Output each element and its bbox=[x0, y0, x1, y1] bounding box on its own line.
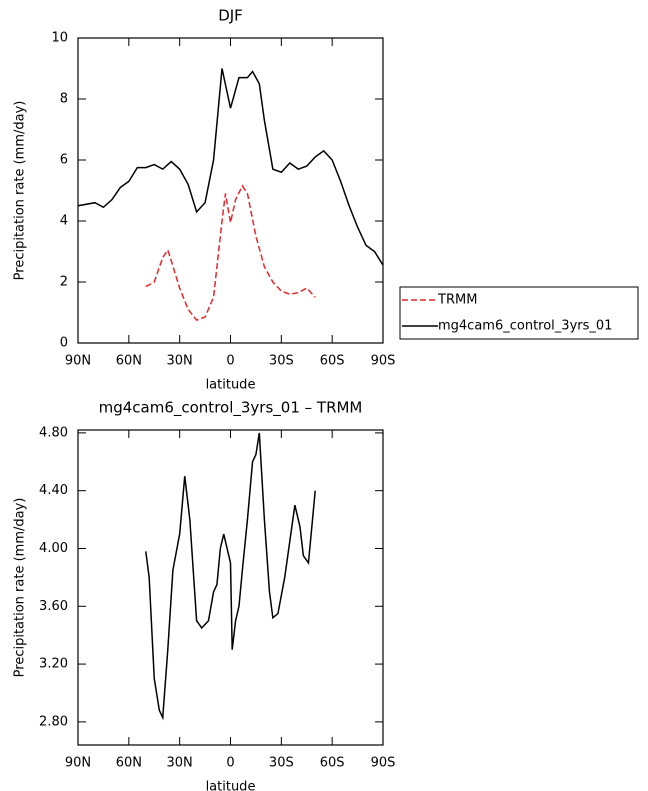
x-tick-label: 90S bbox=[371, 756, 396, 771]
x-tick-label: 60S bbox=[320, 354, 345, 369]
x-tick-label: 60S bbox=[320, 756, 345, 771]
y-tick-label: 10 bbox=[51, 31, 68, 46]
y-tick-label: 3.60 bbox=[39, 599, 68, 614]
data-line bbox=[77, 68, 384, 266]
y-tick-label: 4 bbox=[60, 214, 68, 229]
y-tick-label: 2.80 bbox=[39, 714, 68, 729]
x-tick-label: 90S bbox=[371, 354, 396, 369]
y-tick-label: 8 bbox=[60, 92, 68, 107]
plot-frame bbox=[77, 37, 384, 344]
x-tick-label: 90N bbox=[65, 756, 91, 771]
y-tick-label: 3.20 bbox=[39, 657, 68, 672]
x-tick-label: 30S bbox=[269, 756, 294, 771]
y-tick-label: 4.00 bbox=[39, 541, 68, 556]
x-tick-label: 30N bbox=[167, 354, 193, 369]
y-tick-label: 4.80 bbox=[39, 425, 68, 440]
x-tick-label: 90N bbox=[65, 354, 91, 369]
data-line bbox=[145, 184, 316, 322]
chart-title: DJF bbox=[218, 7, 243, 25]
x-tick-label: 0 bbox=[226, 354, 234, 369]
x-tick-label: 30S bbox=[269, 354, 294, 369]
y-tick-label: 4.40 bbox=[39, 483, 68, 498]
y-tick-label: 0 bbox=[60, 336, 68, 351]
legend-box bbox=[399, 286, 639, 340]
x-tick-label: 30N bbox=[167, 756, 193, 771]
x-axis-label: latitude bbox=[206, 780, 256, 791]
y-tick-label: 6 bbox=[60, 153, 68, 168]
chart-title: mg4cam6_control_3yrs_01 – TRMM bbox=[99, 399, 363, 418]
y-axis-label: Precipitation rate (mm/day) bbox=[13, 498, 28, 678]
y-axis-label: Precipitation rate (mm/day) bbox=[13, 101, 28, 281]
x-axis-label: latitude bbox=[206, 378, 256, 393]
legend-label: mg4cam6_control_3yrs_01 bbox=[438, 319, 612, 334]
y-tick-label: 2 bbox=[60, 275, 68, 290]
x-tick-label: 0 bbox=[226, 756, 234, 771]
data-line bbox=[145, 432, 316, 721]
legend-label: TRMM bbox=[437, 293, 477, 308]
x-tick-label: 60N bbox=[116, 756, 142, 771]
x-tick-label: 60N bbox=[116, 354, 142, 369]
